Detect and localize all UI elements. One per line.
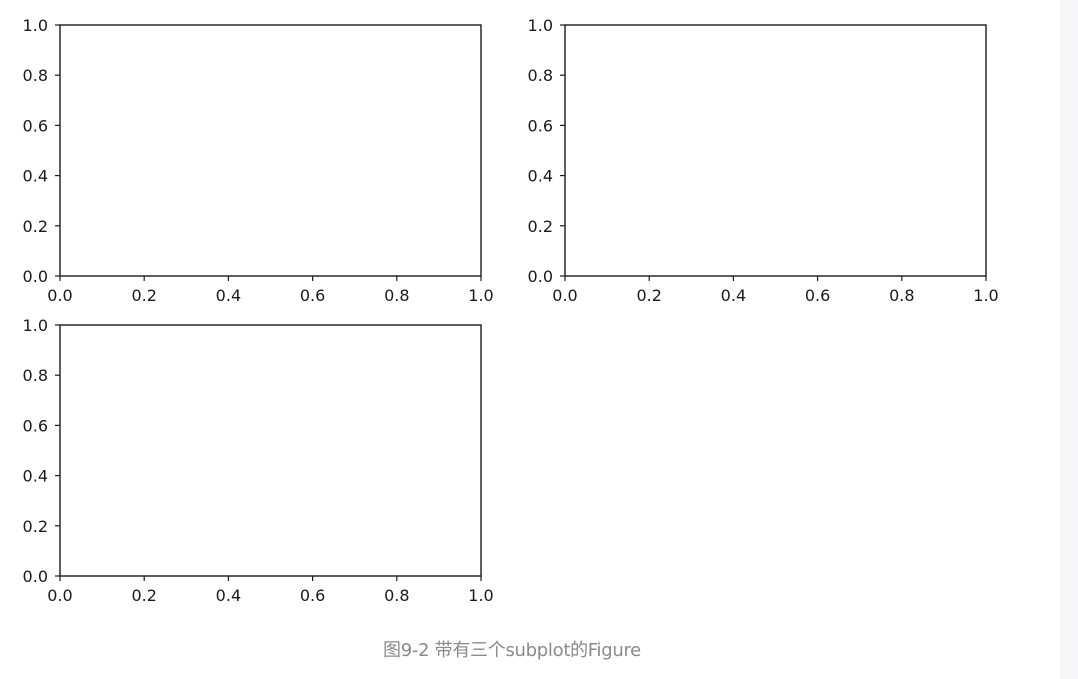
subplot-3-y-tick-label: 1.0 (23, 316, 48, 335)
subplot-2: 0.0 0.2 0.4 0.6 0.8 1.0 0.0 0.2 0.4 0.6 0.8 1.0 (528, 16, 999, 305)
subplot-2-x-tick-label: 0.0 (552, 286, 577, 305)
subplot-1-x-tick-label: 0.8 (384, 286, 409, 305)
subplot-3-x-tick-label: 0.0 (47, 586, 72, 605)
subplot-1-x-tick-label: 0.4 (216, 286, 241, 305)
subplot-1-y-tick-label: 0.4 (23, 167, 48, 186)
subplot-2-y-tick-label: 0.6 (528, 116, 553, 135)
subplot-2-y-tick-label: 0.0 (528, 267, 553, 286)
subplot-1-y-tick-label: 0.0 (23, 267, 48, 286)
subplot-2-x-tick-label: 1.0 (973, 286, 998, 305)
subplot-1-y-tick-label: 0.8 (23, 66, 48, 85)
subplot-2-x-tick-label: 0.4 (721, 286, 746, 305)
subplot-1-axes-frame (59, 24, 482, 277)
subplot-2-y-tick-label: 0.4 (528, 167, 553, 186)
subplot-2-x-tick-label: 0.2 (636, 286, 661, 305)
subplot-1-x-tick-label: 0.2 (131, 286, 156, 305)
subplot-2-x-tick-label: 0.8 (889, 286, 914, 305)
subplot-3-x-tick-label: 0.2 (131, 586, 156, 605)
subplot-3-y-tick-label: 0.6 (23, 416, 48, 435)
subplot-2-axes-frame (564, 24, 987, 277)
subplot-3-x-tick-label: 0.6 (300, 586, 325, 605)
subplot-2-y-tick-label: 0.2 (528, 217, 553, 236)
subplot-1-x-tick-label: 1.0 (468, 286, 493, 305)
subplot-3-y-tick-label: 0.8 (23, 366, 48, 385)
subplot-1-y-tick-label: 0.6 (23, 116, 48, 135)
figure-caption: 图9-2 带有三个subplot的Figure (383, 640, 641, 661)
figure-canvas: 0.0 0.2 0.4 0.6 0.8 1.00.00.20.40.60.81.00.0 0… (23, 16, 999, 605)
subplot-3-y-tick-label: 0.0 (23, 567, 48, 586)
subplot-2-y-tick-label: 0.8 (528, 66, 553, 85)
subplot-3: 0.0 0.2 0.4 0.6 0.8 1.0 0.0 0.2 0.4 0.6 0.8 1.0 (23, 316, 494, 605)
subplot-3-x-tick-label: 0.4 (216, 586, 241, 605)
subplot-2-x-tick-label: 0.6 (805, 286, 830, 305)
subplot-1-x-tick-label: 0.0 (47, 286, 72, 305)
subplot-3-axes-frame (59, 324, 482, 577)
subplot-2-y-tick-label: 1.0 (528, 16, 553, 35)
scrollbar-gutter (1060, 0, 1078, 679)
subplot-1-x-tick-label: 0.6 (300, 286, 325, 305)
subplot-3-y-tick-label: 0.2 (23, 517, 48, 536)
subplot-1: 0.0 0.2 0.4 0.6 0.8 1.0 0.0 0.2 0.4 0.6 0.8 1.0 (23, 16, 494, 305)
subplot-3-x-tick-label: 0.8 (384, 586, 409, 605)
subplot-3-x-tick-label: 1.0 (468, 586, 493, 605)
subplot-1-y-tick-label: 1.0 (23, 16, 48, 35)
subplot-3-y-tick-label: 0.4 (23, 467, 48, 486)
subplot-1-y-tick-label: 0.2 (23, 217, 48, 236)
